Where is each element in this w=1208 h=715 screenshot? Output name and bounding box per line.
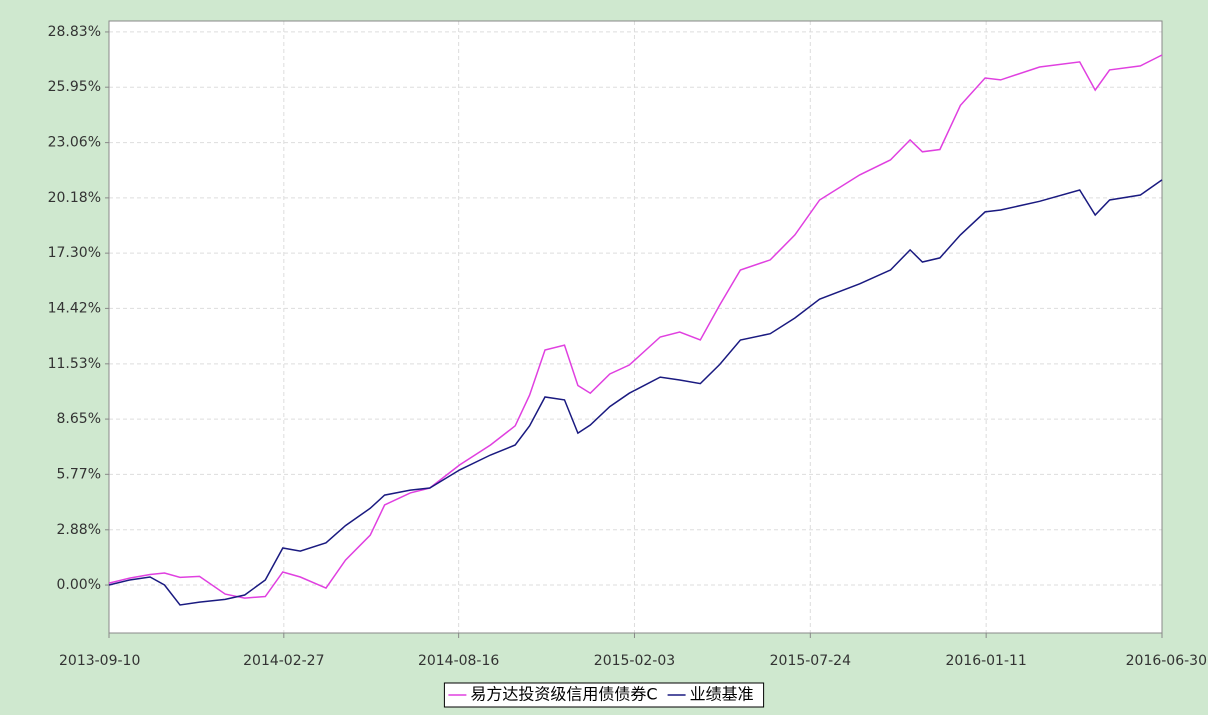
y-tick-label: 11.53% (48, 356, 101, 372)
plot-frame (108, 20, 1163, 634)
x-tick-label: 2014-08-16 (418, 653, 499, 669)
legend-label: 易方达投资级信用债债券C (470, 685, 657, 704)
x-tick-label: 2016-01-11 (945, 653, 1026, 669)
x-tick-label: 2016-06-30 (1126, 653, 1207, 669)
y-tick-label: 0.00% (57, 577, 101, 593)
legend-box (443, 682, 765, 708)
x-tick-label: 2015-07-24 (770, 653, 851, 669)
plot-area (109, 21, 1162, 633)
y-tick-label: 20.18% (48, 190, 101, 206)
y-tick-label: 2.88% (57, 522, 101, 538)
y-tick-label: 25.95% (48, 79, 101, 95)
y-tick-label: 5.77% (57, 466, 101, 482)
y-tick-label: 14.42% (48, 300, 101, 316)
series-line (108, 54, 1163, 599)
x-tick-label: 2013-09-10 (59, 653, 140, 669)
y-tick-label: 17.30% (48, 245, 101, 261)
x-tick-label: 2014-02-27 (243, 653, 324, 669)
legend-label: 业绩基准 (690, 685, 754, 704)
y-tick-label: 8.65% (57, 411, 101, 427)
series-line (108, 179, 1163, 606)
y-tick-label: 23.06% (48, 135, 101, 151)
legend: 易方达投资级信用债债券C 业绩基准 (443, 682, 765, 708)
x-tick-label: 2015-02-03 (594, 653, 675, 669)
y-tick-label: 28.83% (48, 24, 101, 40)
